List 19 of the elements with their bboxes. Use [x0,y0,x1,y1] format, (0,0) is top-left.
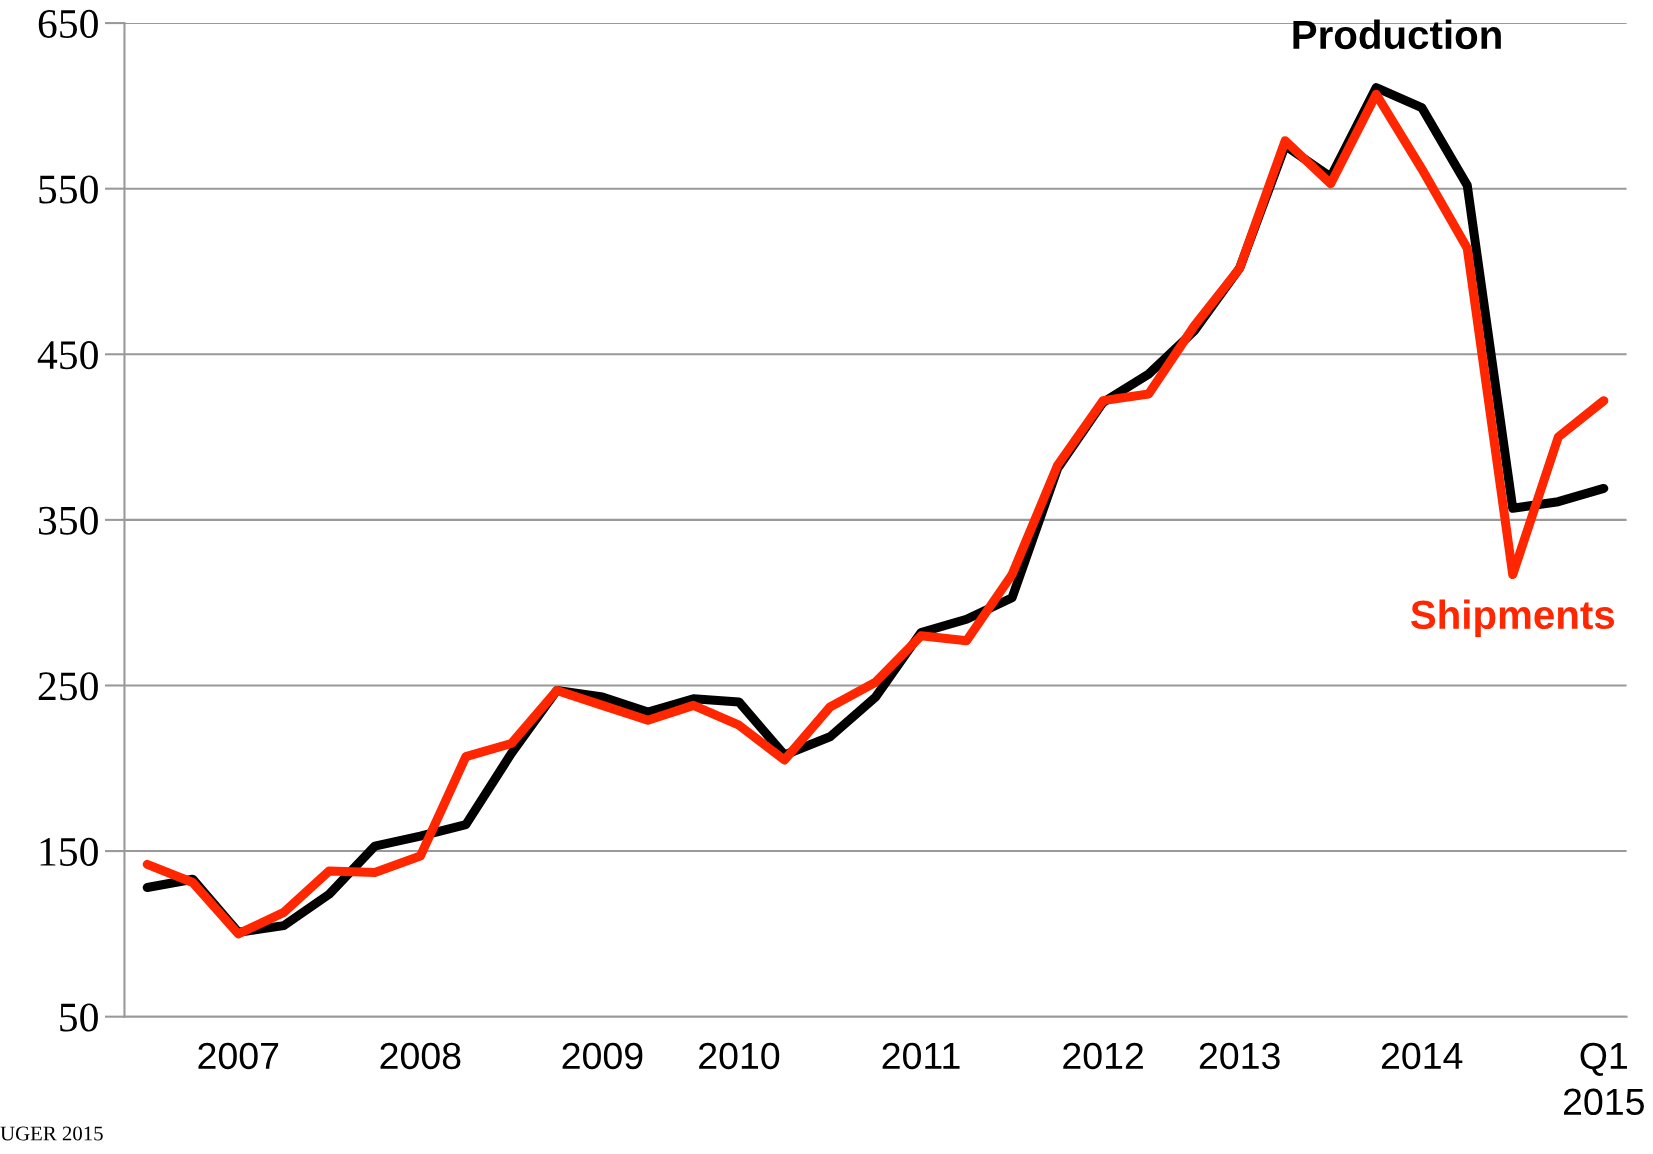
x-tick-label: 2011 [882,1042,960,1070]
x-tick-label: 2007 [198,1042,279,1070]
y-tick-label: 550 [39,175,98,204]
y-tick-label: 150 [40,837,98,866]
series-label: Shipments [1410,599,1615,638]
x-tick-label: Q1 2015 [1563,1042,1644,1116]
x-tick-label: 2013 [1199,1042,1280,1070]
x-tick-label: 2008 [380,1042,461,1070]
x-tick-label: 2009 [562,1042,643,1070]
y-tick-label: 350 [38,506,98,535]
x-tick-label: 2010 [699,1042,780,1070]
series-label: Production [1293,19,1501,50]
x-tick-label: 2014 [1381,1042,1463,1070]
text: UGER 2015 [0,1126,103,1141]
y-tick-label: 50 [60,1003,98,1032]
y-tick-label: 250 [38,672,98,701]
y-tick-label: 650 [38,9,98,38]
y-tick-label: 450 [37,341,98,370]
x-tick-label: 2012 [1063,1042,1143,1070]
